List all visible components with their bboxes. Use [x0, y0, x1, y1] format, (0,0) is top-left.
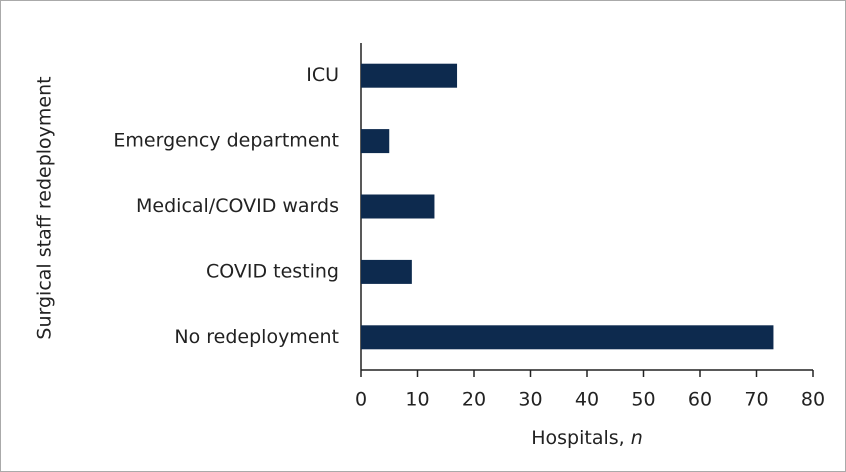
y-tick-label: COVID testing [206, 260, 339, 282]
x-tick-label: 30 [518, 389, 542, 411]
x-tick-label: 80 [801, 389, 825, 411]
y-tick-label: No redeployment [174, 326, 339, 348]
x-tick-label: 20 [462, 389, 486, 411]
x-axis-label-variable: n [631, 427, 643, 449]
y-axis-label: Surgical staff redeployment [34, 76, 56, 339]
x-tick-label: 70 [744, 389, 768, 411]
x-axis-label: Hospitals, n [531, 427, 643, 449]
x-tick-label: 60 [688, 389, 712, 411]
bar [361, 129, 390, 154]
y-tick-label: ICU [306, 64, 339, 86]
x-axis-label-text: Hospitals, [531, 427, 624, 449]
bar [361, 194, 435, 219]
bar [361, 325, 774, 350]
x-tick-label: 10 [405, 389, 429, 411]
y-tick-label: Medical/COVID wards [136, 195, 339, 217]
bar [361, 63, 458, 88]
x-tick-label: 40 [575, 389, 599, 411]
x-tick-label: 0 [355, 389, 367, 411]
x-tick-label: 50 [631, 389, 655, 411]
bar [361, 259, 412, 284]
y-tick-label: Emergency department [113, 130, 339, 152]
